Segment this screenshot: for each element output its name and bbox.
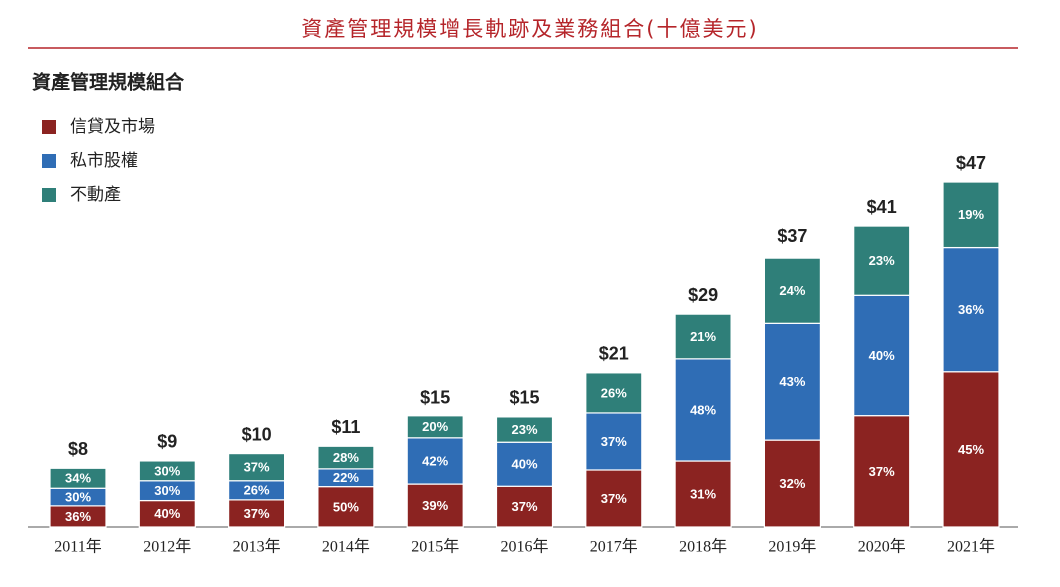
segment-label: 40%	[154, 506, 180, 521]
segment-label: 32%	[779, 476, 805, 491]
segment-label: 23%	[511, 422, 537, 437]
bar-segment	[317, 445, 375, 470]
segment-label: 37%	[511, 499, 537, 514]
segment-label: 30%	[154, 463, 180, 478]
bar-segment	[853, 225, 911, 296]
bar-segment	[763, 439, 822, 528]
total-label: $8	[68, 439, 88, 459]
bar-segment	[585, 372, 643, 414]
segment-label: 40%	[511, 457, 537, 472]
total-label: $10	[242, 424, 272, 444]
total-label: $41	[867, 197, 897, 217]
legend-label: 不動產	[70, 185, 121, 205]
segment-label: 39%	[422, 498, 448, 513]
segment-label: 26%	[601, 385, 627, 400]
segment-label: 50%	[333, 499, 359, 514]
segment-label: 24%	[779, 283, 805, 298]
total-label: $37	[777, 226, 807, 246]
legend-swatch	[42, 120, 56, 134]
x-tick-label: 2014年	[322, 538, 370, 556]
bar-segment	[317, 486, 375, 528]
legend-swatch	[42, 154, 56, 168]
segment-label: 20%	[422, 419, 448, 434]
x-tick-label: 2018年	[679, 538, 727, 556]
bar-segment	[585, 412, 643, 471]
segment-label: 37%	[869, 464, 895, 479]
bar-segment	[49, 467, 107, 489]
bar-segment	[138, 499, 196, 528]
bar-segment	[138, 460, 196, 482]
segment-label: 45%	[958, 442, 984, 457]
segment-label: 42%	[422, 453, 448, 468]
legend-label: 信貸及市場	[70, 117, 155, 137]
total-label: $29	[688, 285, 718, 305]
x-tick-label: 2013年	[233, 538, 281, 556]
bar-segment	[585, 469, 643, 528]
bar-segment	[406, 483, 464, 528]
total-label: $11	[331, 417, 360, 437]
x-tick-label: 2021年	[947, 538, 995, 556]
bar-segment	[942, 371, 1000, 528]
legend-swatch	[42, 188, 56, 202]
segment-label: 37%	[601, 434, 627, 449]
x-tick-label: 2020年	[858, 538, 906, 556]
bar-segment	[495, 416, 554, 443]
segment-label: 37%	[244, 460, 270, 475]
bar-segment	[853, 294, 911, 417]
segment-label: 22%	[333, 470, 359, 485]
total-label: $9	[157, 432, 177, 452]
bar-segment	[674, 460, 732, 528]
bar-segment	[406, 437, 464, 485]
segment-label: 36%	[65, 509, 91, 524]
chart-title: 資產管理規模增長軌跡及業務組合(十億美元)	[301, 17, 758, 41]
segment-label: 26%	[244, 483, 270, 498]
segment-label: 36%	[958, 302, 984, 317]
segment-label: 19%	[958, 207, 984, 222]
total-label: $47	[956, 153, 986, 173]
segment-label: 30%	[154, 483, 180, 498]
total-label: $15	[420, 388, 450, 408]
segment-label: 48%	[690, 402, 716, 417]
chart-subtitle: 資產管理規模組合	[32, 71, 185, 94]
segment-label: 40%	[869, 348, 895, 363]
x-tick-label: 2017年	[590, 538, 638, 556]
x-tick-label: 2016年	[500, 538, 548, 556]
bar-segment	[942, 246, 1000, 373]
x-tick-label: 2015年	[411, 538, 459, 556]
segment-label: 37%	[244, 506, 270, 521]
bar-segment	[228, 453, 286, 482]
bar-segment	[674, 358, 732, 462]
bar-segment	[228, 499, 286, 528]
bar-segment	[495, 485, 554, 528]
legend-label: 私市股權	[70, 151, 138, 171]
bar-segment	[763, 257, 822, 324]
segment-label: 31%	[690, 486, 716, 501]
bar-segment	[674, 313, 732, 360]
segment-label: 28%	[333, 450, 359, 465]
total-label: $21	[599, 344, 629, 364]
bar-segment	[763, 322, 822, 441]
bar-segment	[406, 415, 464, 439]
segment-label: 21%	[690, 329, 716, 344]
total-label: $15	[509, 388, 539, 408]
segment-label: 30%	[65, 489, 91, 504]
x-tick-label: 2019年	[768, 538, 816, 556]
x-tick-label: 2012年	[143, 538, 191, 556]
segment-label: 23%	[869, 253, 895, 268]
segment-label: 37%	[601, 491, 627, 506]
segment-label: 43%	[779, 374, 805, 389]
segment-label: 34%	[65, 471, 91, 486]
bar-segment	[942, 181, 1000, 249]
x-tick-label: 2011年	[54, 538, 101, 556]
